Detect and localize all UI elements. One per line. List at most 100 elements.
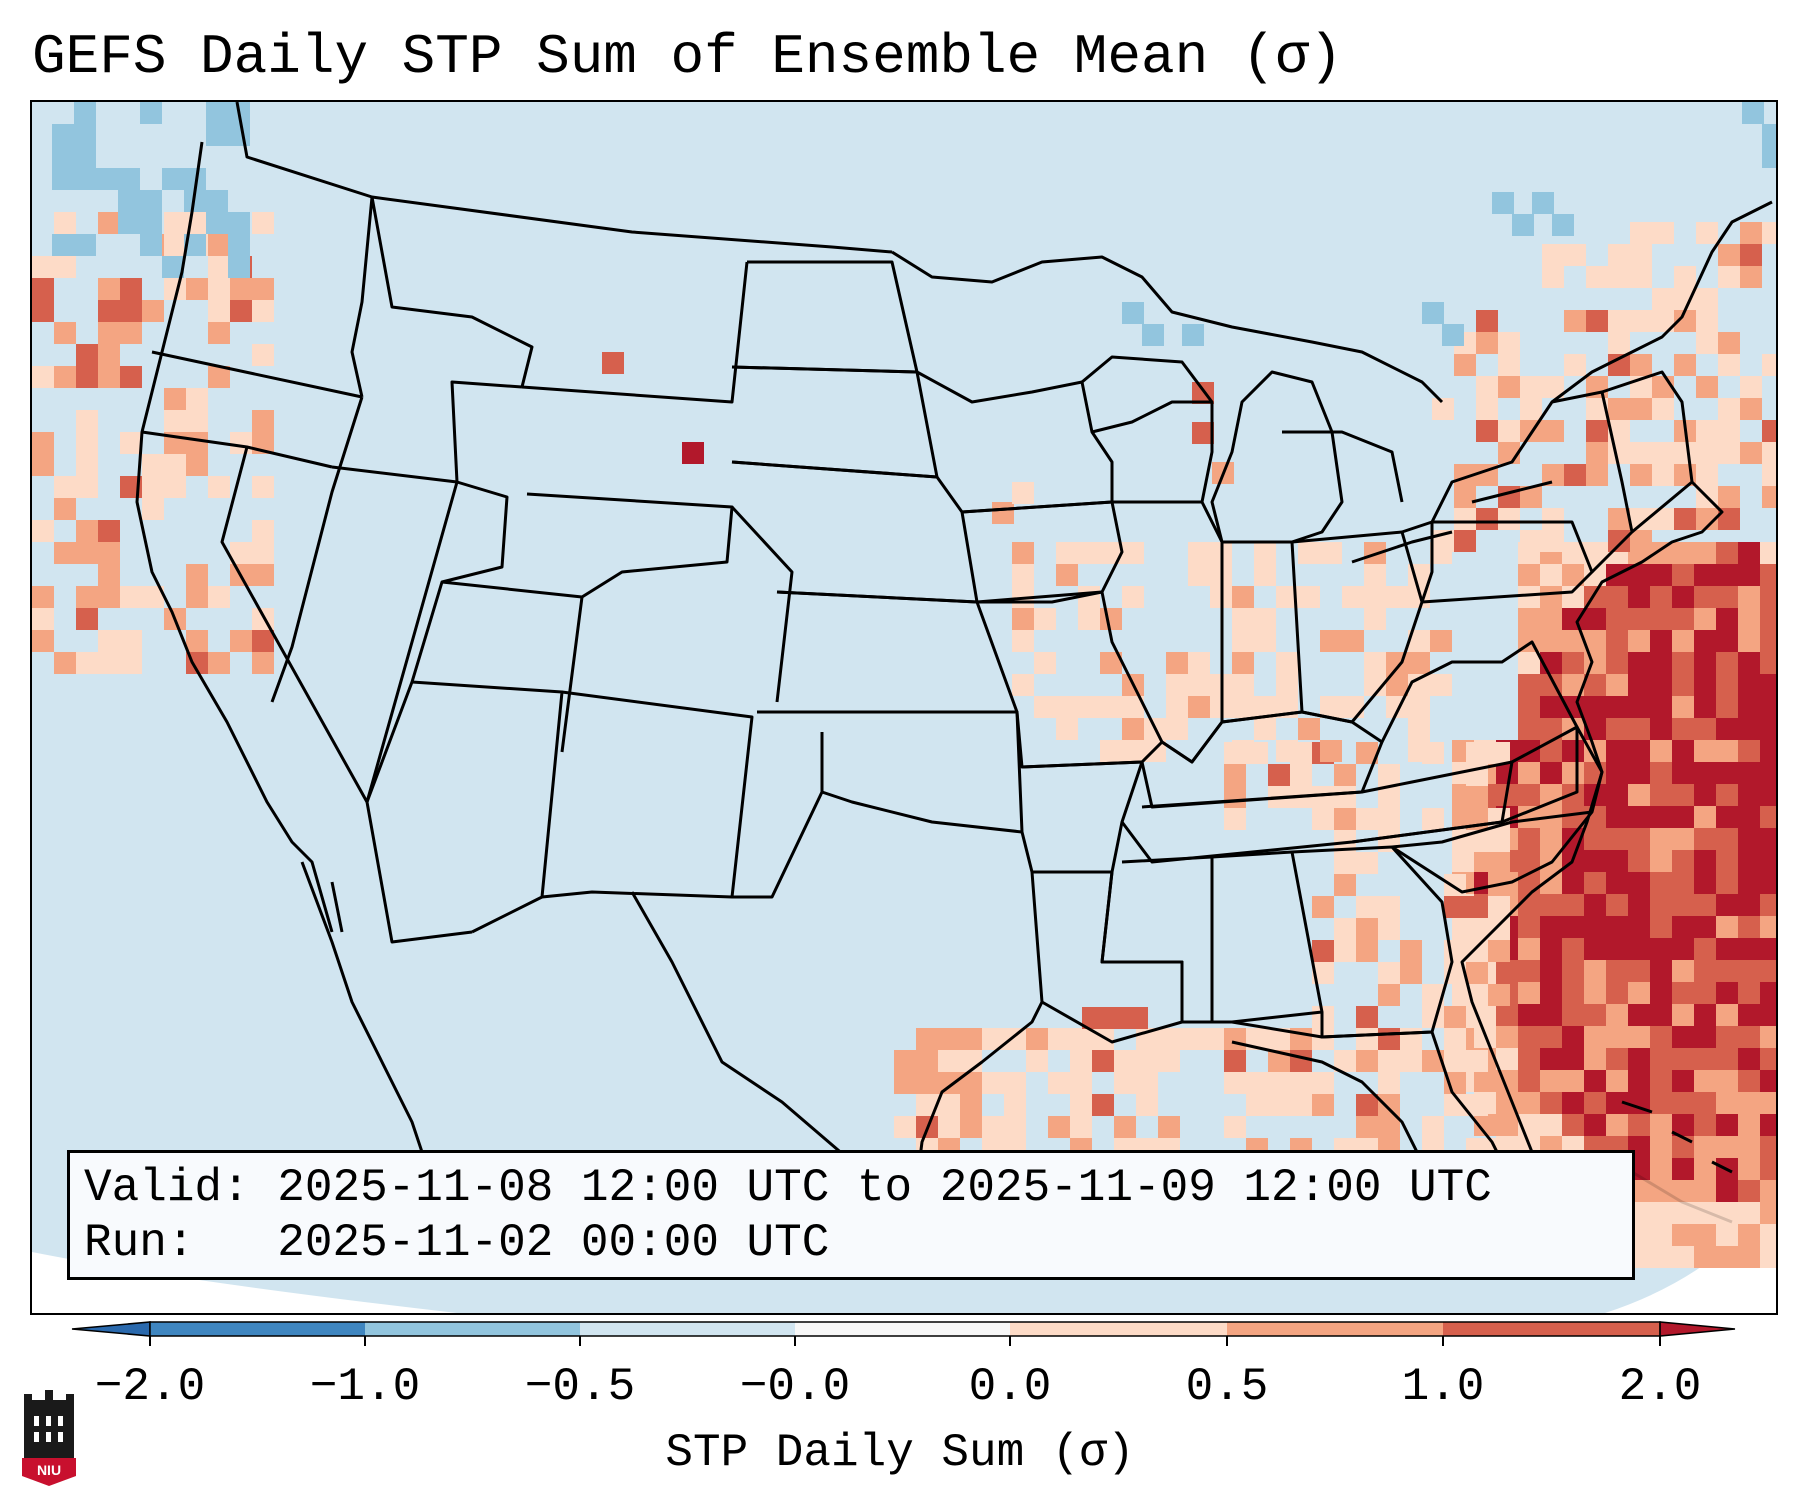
anomaly-cell: [140, 234, 162, 256]
anomaly-cell: [1694, 1136, 1716, 1158]
anomaly-cell: [120, 432, 142, 454]
anomaly-cell: [228, 256, 250, 278]
anomaly-cell: [1100, 740, 1122, 762]
anomaly-cell: [76, 366, 98, 388]
anomaly-cell: [1716, 674, 1738, 696]
anomaly-cell-blue: [1182, 324, 1204, 346]
anomaly-cell: [1188, 542, 1210, 564]
anomaly-cell: [1716, 872, 1738, 894]
anomaly-cell: [1628, 1114, 1650, 1136]
anomaly-cell: [1628, 938, 1650, 960]
anomaly-cell: [1466, 940, 1488, 962]
anomaly-cell: [1312, 1072, 1334, 1094]
anomaly-cell: [1092, 1094, 1114, 1116]
anomaly-cell: [1694, 1158, 1716, 1180]
anomaly-cell: [916, 1050, 938, 1072]
anomaly-cell: [1192, 422, 1214, 444]
anomaly-cell: [1518, 1092, 1540, 1114]
anomaly-cell-blue: [1532, 192, 1554, 214]
anomaly-cell: [1674, 442, 1696, 464]
anomaly-cell: [1740, 244, 1762, 266]
anomaly-cell: [1738, 1092, 1760, 1114]
map-canvas: [32, 102, 1776, 1313]
anomaly-cell: [1334, 940, 1356, 962]
anomaly-cell: [1466, 962, 1488, 984]
anomaly-cell: [1716, 1246, 1738, 1268]
anomaly-cell: [1694, 652, 1716, 674]
anomaly-cell: [1760, 740, 1776, 762]
anomaly-cell: [1606, 1004, 1628, 1026]
anomaly-cell: [1650, 1004, 1672, 1026]
anomaly-cell: [98, 300, 120, 322]
anomaly-cell: [1466, 1050, 1488, 1072]
border-tx-nm: [732, 791, 824, 899]
baja-inner: [330, 881, 344, 933]
anomaly-cell: [1562, 872, 1584, 894]
anomaly-cell: [52, 168, 74, 190]
anomaly-cell: [1518, 894, 1540, 916]
anomaly-cell: [1466, 1094, 1488, 1116]
anomaly-cell: [208, 586, 230, 608]
border-ia: [961, 500, 1124, 604]
anomaly-cell: [1760, 762, 1776, 784]
anomaly-cell: [1738, 1180, 1760, 1202]
anomaly-cell: [1254, 542, 1276, 564]
anomaly-cell: [1716, 586, 1738, 608]
anomaly-cell-blue: [1122, 302, 1144, 324]
anomaly-cell: [1454, 486, 1476, 508]
lake-erie: [1351, 530, 1453, 564]
anomaly-cell: [54, 542, 76, 564]
anomaly-cell: [1540, 828, 1562, 850]
anomaly-cell: [1628, 652, 1650, 674]
anomaly-cell: [1652, 222, 1674, 244]
anomaly-cell: [1430, 630, 1452, 652]
anomaly-cell: [1652, 398, 1674, 420]
anomaly-cell: [1520, 398, 1542, 420]
anomaly-cell: [1430, 674, 1452, 696]
anomaly-cell: [1476, 376, 1498, 398]
anomaly-cell: [1070, 1050, 1092, 1072]
anomaly-cell: [1694, 806, 1716, 828]
anomaly-cell: [1694, 674, 1716, 696]
anomaly-cell: [1630, 398, 1652, 420]
anomaly-cell: [1628, 564, 1650, 586]
anomaly-cell: [1364, 674, 1386, 696]
anomaly-cell: [1232, 696, 1254, 718]
anomaly-cell: [76, 652, 98, 674]
anomaly-cell: [894, 1116, 916, 1138]
anomaly-cell: [252, 652, 274, 674]
anomaly-cell: [1738, 696, 1760, 718]
anomaly-cell: [252, 542, 274, 564]
anomaly-cell: [98, 542, 120, 564]
anomaly-cell: [1672, 960, 1694, 982]
anomaly-cell: [1718, 332, 1740, 354]
anomaly-cell: [1100, 652, 1122, 674]
anomaly-cell: [1694, 564, 1716, 586]
anomaly-cell: [76, 454, 98, 476]
anomaly-cell: [1674, 266, 1696, 288]
anomaly-cell: [1254, 696, 1276, 718]
anomaly-cell: [1488, 918, 1510, 940]
anomaly-cell: [186, 564, 208, 586]
anomaly-cell: [1606, 696, 1628, 718]
anomaly-cell: [1012, 482, 1034, 504]
anomaly-cell: [1254, 564, 1276, 586]
anomaly-cell: [1540, 1026, 1562, 1048]
anomaly-cell: [1056, 564, 1078, 586]
anomaly-cell: [1408, 674, 1430, 696]
anomaly-cell: [1452, 850, 1474, 872]
anomaly-cell: [54, 498, 76, 520]
colorbar-segment: [1443, 1322, 1660, 1336]
anomaly-cell: [1716, 1180, 1738, 1202]
anomaly-cell: [1606, 784, 1628, 806]
anomaly-cell: [1444, 1028, 1466, 1050]
anomaly-cell: [1334, 1050, 1356, 1072]
anomaly-cell: [1628, 872, 1650, 894]
anomaly-cell: [1672, 1136, 1694, 1158]
map-panel[interactable]: [30, 100, 1778, 1315]
anomaly-cell: [1334, 764, 1356, 786]
anomaly-cell: [1408, 718, 1430, 740]
anomaly-cell: [1584, 1026, 1606, 1048]
anomaly-cell: [54, 476, 76, 498]
anomaly-cell: [602, 352, 624, 374]
